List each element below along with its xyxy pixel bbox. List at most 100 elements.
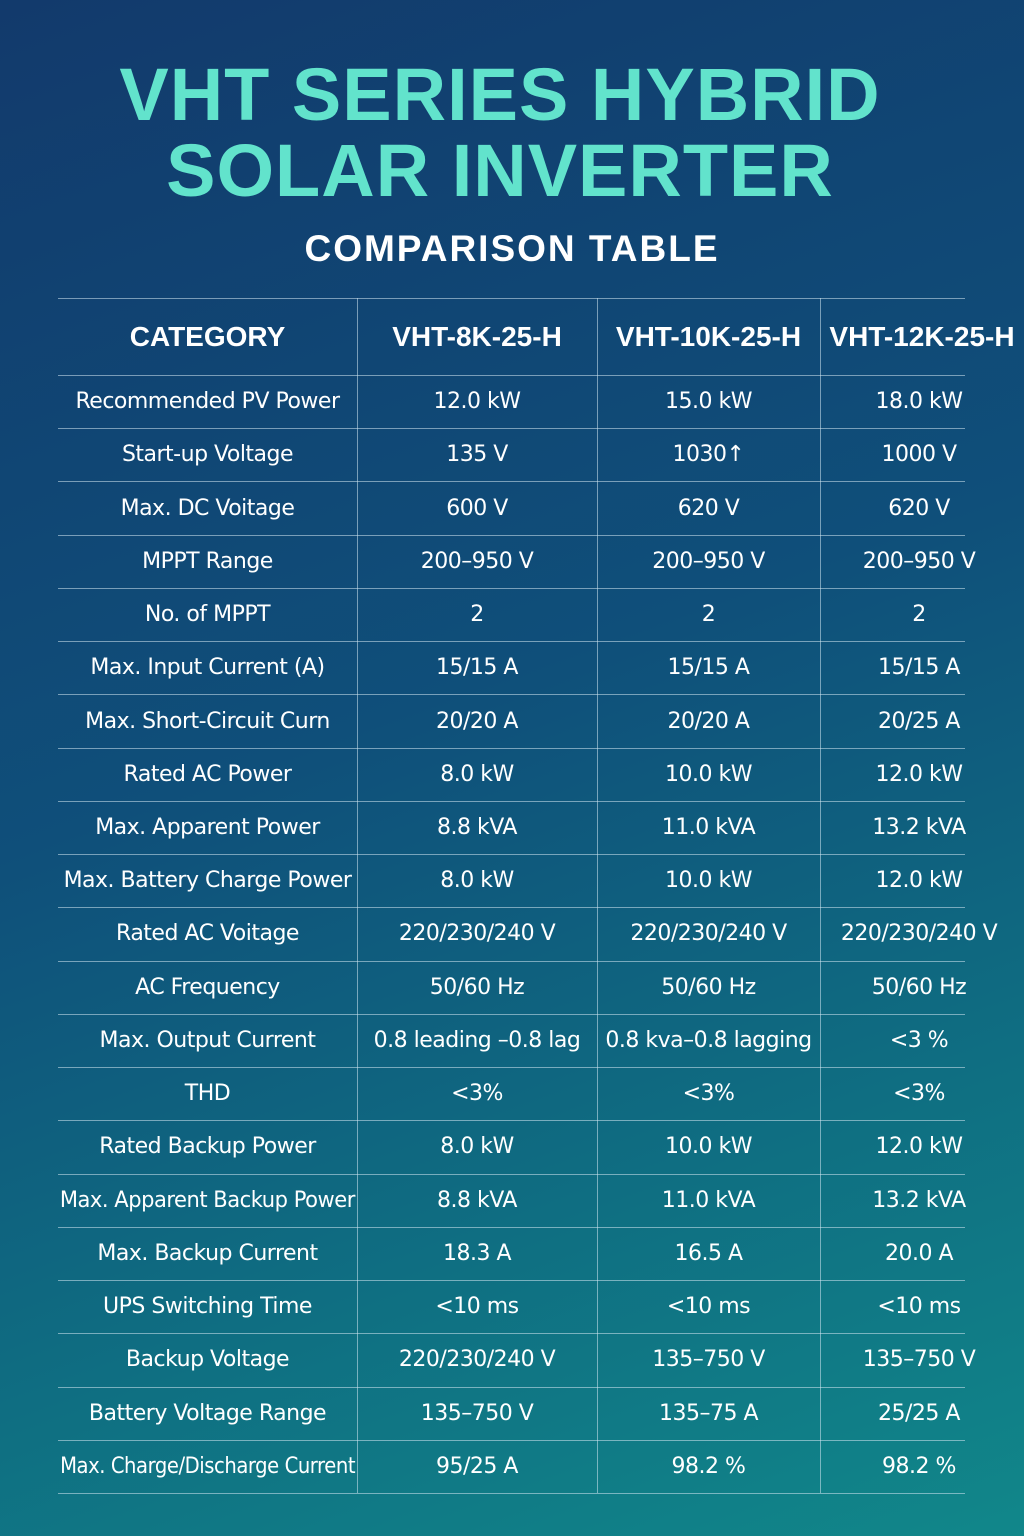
cell-text: <3% <box>451 1081 503 1107</box>
cell-text: <10 ms <box>666 1294 751 1320</box>
row-label: MPPT Range <box>58 535 357 588</box>
cell-text: 620 V <box>677 495 740 521</box>
rule <box>58 854 965 856</box>
cell-value: 200–950 V <box>820 535 1018 588</box>
row-label: No. of MPPT <box>58 588 357 641</box>
cell-text: 12.0 kW <box>875 1134 963 1160</box>
cell-value: 98.2 % <box>597 1440 820 1493</box>
cell-text: 98.2 % <box>882 1453 956 1479</box>
cell-text: Max. Input Current (A) <box>90 655 325 681</box>
subtitle: COMPARISON TABLE <box>304 228 720 269</box>
cell-text: 2 <box>912 602 926 628</box>
rule <box>58 428 965 430</box>
cell-value: 0.8 leading –0.8 lag <box>357 1014 597 1067</box>
row-label: Max. Apparent Backup Power <box>58 1174 357 1227</box>
cell-value: 2 <box>357 588 597 641</box>
cell-value: 15.0 kW <box>597 375 820 428</box>
cell-value: 220/230/240 V <box>820 907 1018 960</box>
cell-text: 15/15 A <box>878 655 960 681</box>
cell-text: MPPT Range <box>142 548 273 574</box>
row-label: Max. Input Current (A) <box>58 641 357 694</box>
cell-text: 12.0 kW <box>433 389 521 415</box>
row-label: Rated AC Power <box>58 748 357 801</box>
rule <box>58 534 965 536</box>
cell-value: 8.8 kVA <box>357 801 597 854</box>
cell-value: 10.0 kW <box>597 748 820 801</box>
cell-text: Max. Short-Circuit Curn <box>85 708 330 734</box>
cell-text: Max. Battery Charge Power <box>63 868 352 894</box>
rule <box>58 1013 965 1015</box>
cell-text: 135–75 A <box>658 1400 759 1426</box>
cell-value: 200–950 V <box>597 535 820 588</box>
column-header: VHT-8K-25-H <box>392 320 562 352</box>
cell-text: Rated Backup Power <box>99 1134 316 1160</box>
cell-value: 12.0 kW <box>820 854 1018 907</box>
cell-value: 20/25 A <box>820 694 1018 747</box>
cell-value: 620 V <box>820 481 1018 534</box>
cell-text: 10.0 kW <box>665 868 752 894</box>
cell-value: <10 ms <box>820 1280 1018 1333</box>
row-label: Start-up Voltage <box>58 428 357 481</box>
row-label: Max. Charge/Discharge Current <box>58 1440 357 1493</box>
cell-text: Rated AC Voitage <box>116 921 299 947</box>
cell-text: 20/20 A <box>667 708 750 734</box>
cell-value: 220/230/240 V <box>597 907 820 960</box>
cell-text: 11.0 kVA <box>661 815 756 840</box>
cell-value: 98.2 % <box>820 1440 1018 1493</box>
cell-text: 12.0 kW <box>875 761 963 787</box>
cell-value: 13.2 kVA <box>820 801 1018 854</box>
cell-text: 95/25 A <box>436 1453 518 1479</box>
cell-text: Max. Backup Current <box>97 1240 318 1266</box>
cell-value: 135–750 V <box>820 1333 1018 1386</box>
cell-value: <3% <box>820 1067 1018 1120</box>
cell-text: 50/60 Hz <box>871 974 967 1000</box>
cell-text: 135 V <box>446 442 508 468</box>
rule <box>58 1439 965 1441</box>
column-rule <box>357 298 358 1493</box>
cell-text: 50/60 Hz <box>429 974 525 1000</box>
cell-value: 16.5 A <box>597 1227 820 1280</box>
row-label: UPS Switching Time <box>58 1280 357 1333</box>
cell-text: 0.8 leading –0.8 lag <box>373 1027 581 1053</box>
cell-text: 8.8 kVA <box>437 815 517 840</box>
cell-value: 8.0 kW <box>357 748 597 801</box>
cell-value: 20/20 A <box>357 694 597 747</box>
rule <box>58 800 965 802</box>
cell-value: 135–750 V <box>597 1333 820 1386</box>
cell-value: 15/15 A <box>357 641 597 694</box>
cell-text: Rated AC Power <box>123 761 292 787</box>
cell-value: <3% <box>597 1067 820 1120</box>
cell-value: 50/60 Hz <box>597 961 820 1014</box>
cell-text: 13.2 kVA <box>872 1187 966 1213</box>
cell-value: 2 <box>820 588 1018 641</box>
cell-text: 20/25 A <box>878 708 960 734</box>
cell-text: 50/60 Hz <box>661 974 756 1000</box>
cell-value: 11.0 kVA <box>597 1174 820 1227</box>
cell-text: AC Frequency <box>135 974 280 1000</box>
cell-text: 220/230/240 V <box>398 921 556 947</box>
cell-value: 200–950 V <box>357 535 597 588</box>
column-header: CATEGORY <box>129 320 286 352</box>
row-label: Max. Battery Charge Power <box>58 854 357 907</box>
cell-text: 2 <box>701 602 716 628</box>
cell-value: 220/230/240 V <box>357 1333 597 1386</box>
cell-text: 135–750 V <box>862 1347 976 1373</box>
column-header: VHT-10K-25-H <box>615 320 802 352</box>
cell-text: 620 V <box>888 495 950 521</box>
cell-text: No. of MPPT <box>144 602 271 628</box>
cell-value: 220/230/240 V <box>357 907 597 960</box>
cell-text: UPS Switching Time <box>103 1294 312 1320</box>
cell-text: <3% <box>682 1081 735 1107</box>
cell-text: 18.3 A <box>442 1240 512 1266</box>
cell-text: <10 ms <box>877 1294 961 1320</box>
column-rule <box>820 298 821 1493</box>
cell-value: 12.0 kW <box>820 1120 1018 1173</box>
rule <box>58 1226 965 1228</box>
cell-value: 20.0 A <box>820 1227 1018 1280</box>
row-label: Max. Short-Circuit Curn <box>58 694 357 747</box>
cell-value: 10.0 kW <box>597 854 820 907</box>
cell-text: 135–750 V <box>420 1400 534 1426</box>
rule <box>58 907 965 909</box>
cell-text: 20.0 A <box>884 1240 954 1266</box>
rule <box>58 1386 965 1388</box>
